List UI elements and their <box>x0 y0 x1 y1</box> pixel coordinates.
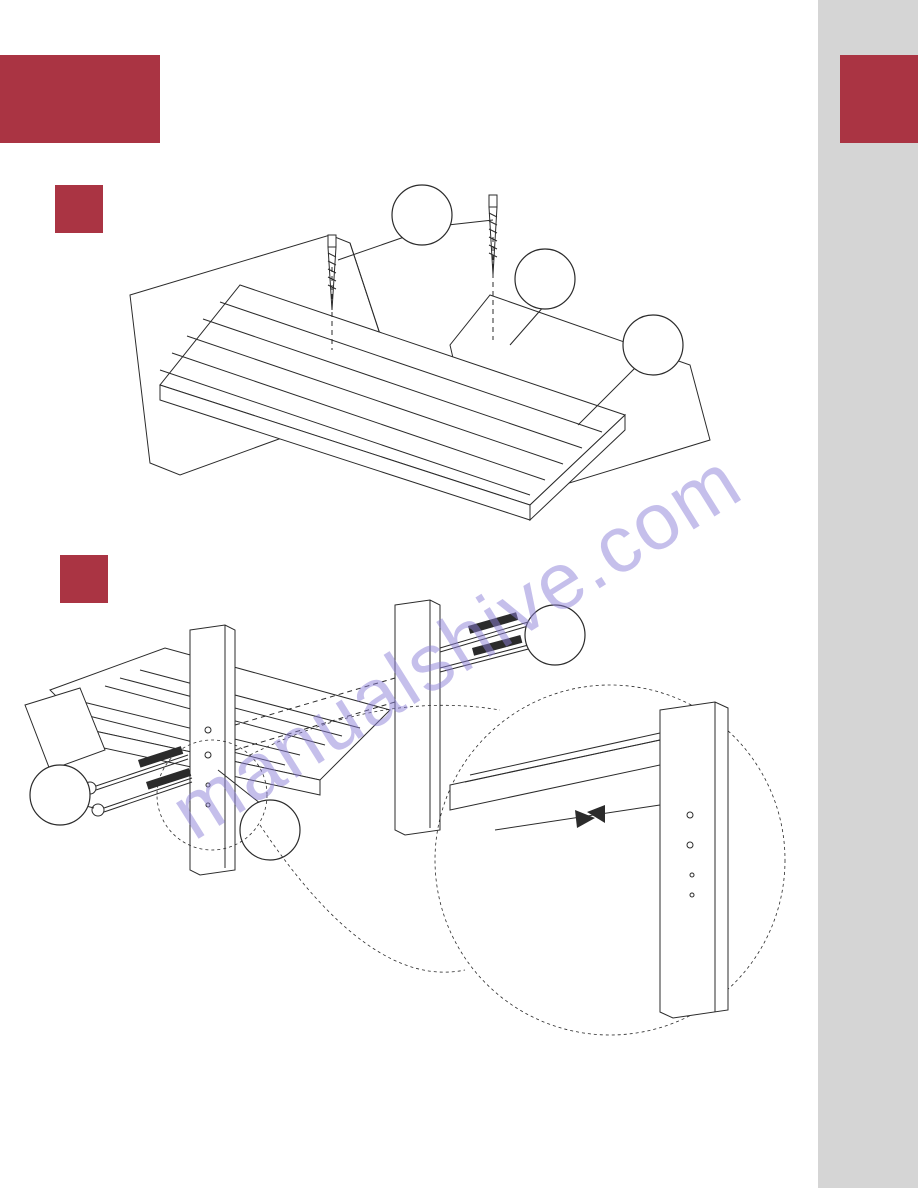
step-2-diagram <box>20 570 820 1070</box>
header-accent-right <box>840 55 918 143</box>
right-sidebar <box>818 0 918 1188</box>
header-accent-left <box>0 55 160 143</box>
step-1-diagram <box>70 175 770 540</box>
